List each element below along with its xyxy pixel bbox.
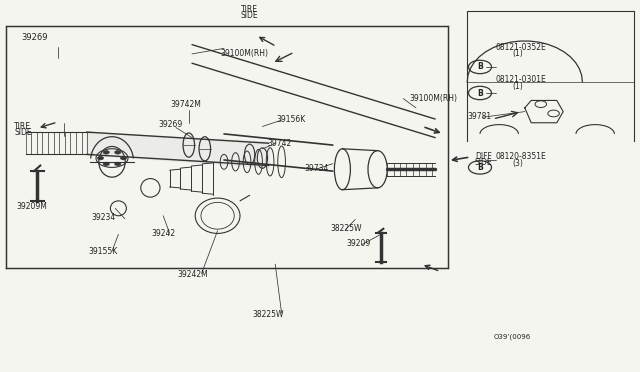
Circle shape <box>115 150 121 154</box>
Text: 39100M(RH): 39100M(RH) <box>221 49 269 58</box>
Text: 39156K: 39156K <box>276 115 306 124</box>
Text: SIDE: SIDE <box>14 128 32 137</box>
Text: 39269: 39269 <box>158 120 182 129</box>
Text: 39742: 39742 <box>268 140 292 148</box>
Text: 39242M: 39242M <box>177 270 208 279</box>
Text: 39155K: 39155K <box>88 247 118 256</box>
Text: 39781: 39781 <box>467 112 492 121</box>
Text: 39242: 39242 <box>152 229 176 238</box>
Text: B: B <box>477 89 483 97</box>
Text: B: B <box>477 62 483 71</box>
Circle shape <box>120 156 127 160</box>
Text: (3): (3) <box>512 159 523 168</box>
Circle shape <box>103 150 109 154</box>
Text: SIDE: SIDE <box>475 158 493 167</box>
Text: 08120-8351E: 08120-8351E <box>496 153 547 161</box>
Text: DIFF: DIFF <box>475 152 492 161</box>
Text: TIRE: TIRE <box>241 5 258 14</box>
Text: 39234: 39234 <box>92 213 116 222</box>
Text: 39100M(RH): 39100M(RH) <box>410 94 458 103</box>
Text: 39269: 39269 <box>22 33 48 42</box>
Text: SIDE: SIDE <box>241 11 259 20</box>
Text: 39209: 39209 <box>347 239 371 248</box>
Text: 08121-0301E: 08121-0301E <box>496 76 547 84</box>
Text: 39742M: 39742M <box>171 100 202 109</box>
Text: 38225W: 38225W <box>330 224 362 233</box>
Text: (1): (1) <box>512 49 523 58</box>
Text: 08121-0352E: 08121-0352E <box>496 43 547 52</box>
Text: (1): (1) <box>512 82 523 91</box>
Circle shape <box>103 162 109 166</box>
Circle shape <box>115 162 121 166</box>
Circle shape <box>97 156 104 160</box>
Text: 38225W: 38225W <box>253 310 284 319</box>
Text: TIRE: TIRE <box>14 122 31 131</box>
Text: 39209M: 39209M <box>16 202 47 211</box>
Text: B: B <box>477 163 483 172</box>
Text: 39734: 39734 <box>305 164 329 173</box>
Text: Ο39’(0096: Ο39’(0096 <box>494 333 531 340</box>
